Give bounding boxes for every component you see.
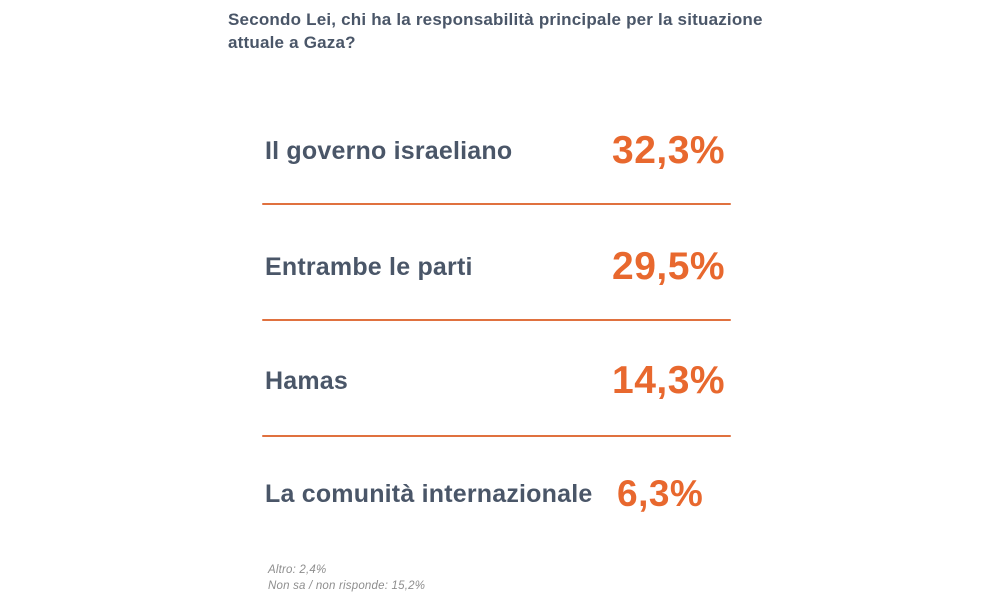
answer-label: La comunità internazionale [265,479,593,508]
question-title-line-1: Secondo Lei, chi ha la responsabilità pr… [228,10,763,29]
footnote-altro: Altro: 2,4% [268,564,327,576]
question-title: Secondo Lei, chi ha la responsabilità pr… [228,8,788,54]
footnote-non-risponde: Non sa / non risponde: 15,2% [268,580,426,592]
results-list: Il governo israeliano 32,3% Entrambe le … [262,0,732,600]
divider-line [262,203,731,205]
question-title-line-2: attuale a Gaza? [228,33,356,52]
answer-label: Il governo israeliano [265,136,513,165]
result-row-hamas: Hamas 14,3% [262,358,732,404]
result-row-governo-israeliano: Il governo israeliano 32,3% [262,128,732,174]
answer-label: Hamas [265,366,348,395]
divider-line [262,319,731,321]
answer-percentage: 32,3% [612,129,726,172]
answer-percentage: 29,5% [612,245,726,288]
answer-percentage: 14,3% [612,359,726,402]
divider-line [262,435,731,437]
answer-percentage: 6,3% [617,473,704,514]
result-row-entrambe-le-parti: Entrambe le parti 29,5% [262,244,732,290]
result-row-comunita-internazionale: La comunità internazionale 6,3% [262,471,732,517]
footnote: Altro: 2,4% Non sa / non risponde: 15,2% [268,562,425,594]
answer-label: Entrambe le parti [265,252,473,281]
